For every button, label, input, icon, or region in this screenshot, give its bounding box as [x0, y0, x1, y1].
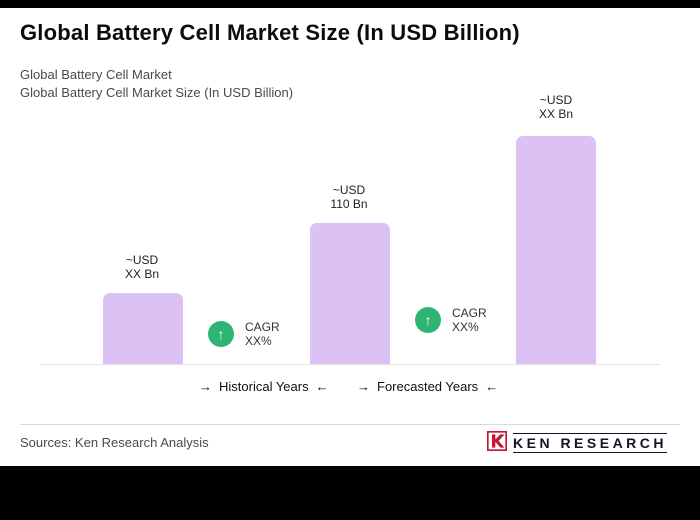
bar-value-label-2: ~USD 110 Bn	[289, 183, 409, 211]
cagr-label-1: CAGR XX%	[245, 320, 280, 348]
axis-label-historical: → Historical Years ←	[199, 379, 329, 394]
footer-divider	[20, 424, 680, 425]
page-title: Global Battery Cell Market Size (In USD …	[20, 20, 520, 45]
ken-research-k-icon	[487, 430, 507, 456]
up-arrow-icon: ↑	[415, 307, 441, 333]
bar-value-line1: ~USD	[332, 183, 366, 197]
bar-value-line2: XX Bn	[124, 267, 160, 281]
cagr-label-2: CAGR XX%	[452, 306, 487, 334]
bar-value-line2: XX Bn	[538, 107, 574, 121]
chart-subtitle-market: Global Battery Cell Market	[20, 67, 172, 82]
cagr-value: XX%	[452, 320, 479, 334]
right-arrow-icon: →	[199, 379, 212, 394]
up-arrow-icon: ↑	[208, 321, 234, 347]
forecasted-years-label: Forecasted Years	[377, 379, 479, 394]
left-arrow-icon: ←	[485, 379, 499, 394]
bar-current	[310, 223, 390, 364]
bar-historical-start	[103, 293, 183, 364]
sources-note: Sources: Ken Research Analysis	[20, 435, 209, 450]
cagr-word: CAGR	[245, 320, 280, 334]
ken-research-logo: KEN RESEARCH	[487, 430, 668, 456]
bar-value-label-3: ~USD XX Bn	[496, 93, 616, 121]
cagr-value: XX%	[245, 334, 272, 348]
x-axis-line	[40, 364, 660, 365]
bar-value-line1: ~USD	[125, 253, 159, 267]
cagr-word: CAGR	[452, 306, 487, 320]
ken-research-logo-text: KEN RESEARCH	[513, 433, 668, 453]
right-arrow-icon: →	[357, 379, 370, 394]
historical-years-label: Historical Years	[219, 379, 309, 394]
bar-value-label-1: ~USD XX Bn	[82, 253, 202, 281]
bar-forecasted	[516, 136, 596, 364]
axis-label-forecasted: → Forecasted Years ←	[357, 379, 498, 394]
chart-subtitle-size: Global Battery Cell Market Size (In USD …	[20, 85, 294, 100]
bar-value-line1: ~USD	[539, 93, 573, 107]
left-arrow-icon: ←	[315, 379, 329, 394]
bar-value-line2: 110 Bn	[330, 197, 368, 211]
